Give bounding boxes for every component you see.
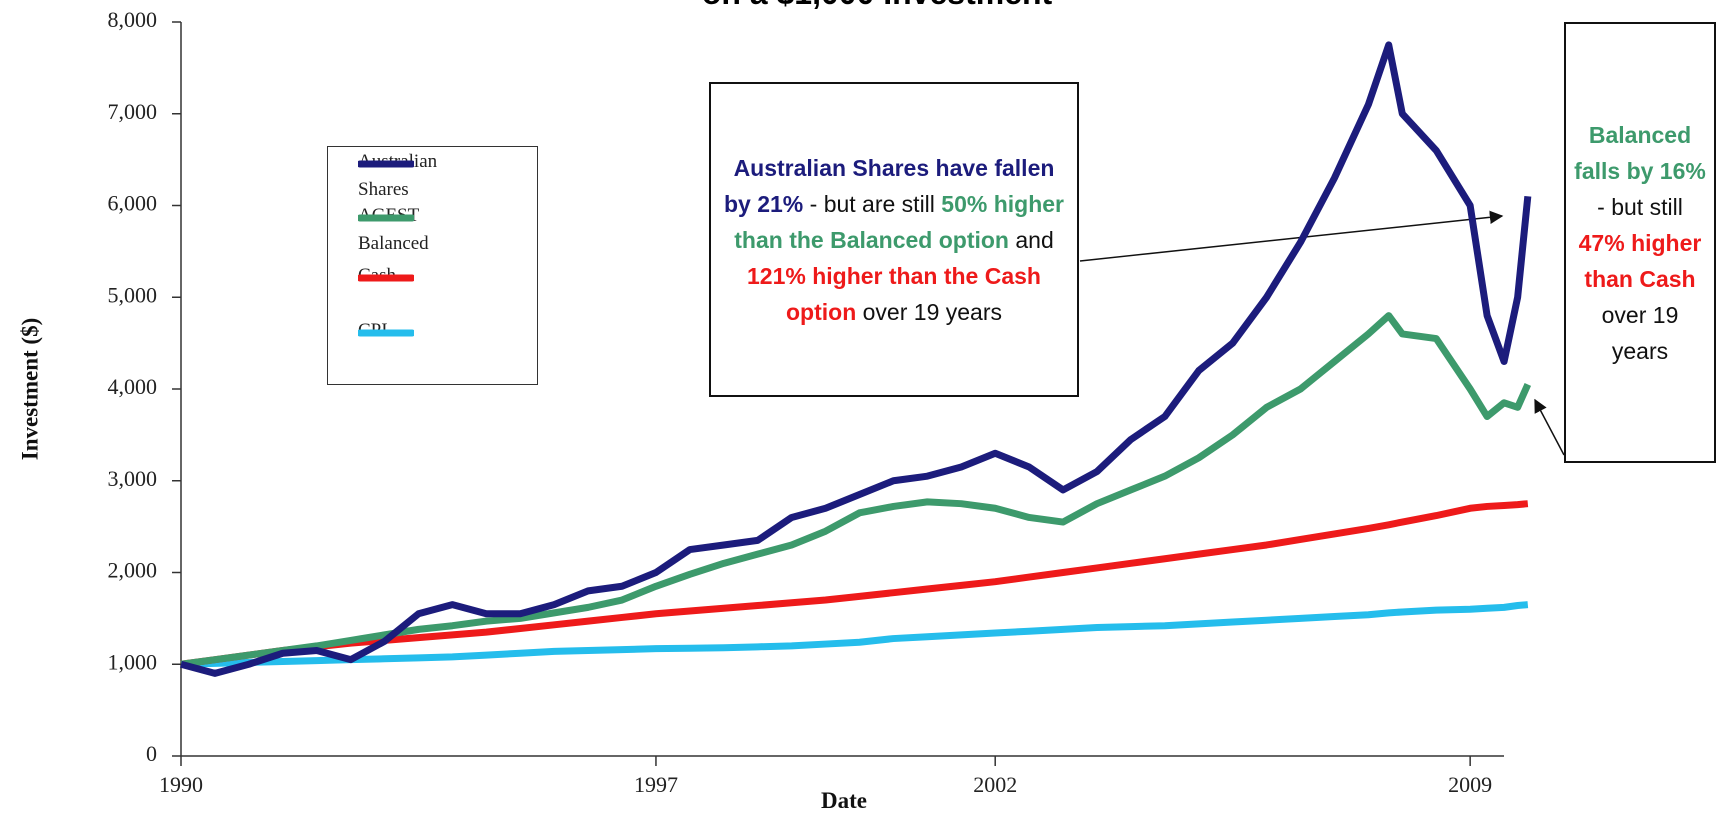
annotation-part: - but still — [1597, 193, 1683, 220]
annotation-part: Balanced falls by 16% — [1574, 121, 1706, 184]
y-tick-label: 0 — [146, 741, 157, 766]
series-line — [180, 500, 1529, 668]
annotation-part: over 19 years — [856, 298, 1002, 325]
y-tick-label: 6,000 — [108, 191, 158, 216]
x-tick-label: 2002 — [973, 772, 1017, 797]
y-tick-label: 7,000 — [108, 99, 158, 124]
y-tick-label: 1,000 — [108, 649, 158, 674]
annotation-part: and — [1008, 226, 1054, 253]
annotation-box: Balanced falls by 16% - but still 47% hi… — [1564, 22, 1716, 463]
series-line — [180, 601, 1529, 668]
x-axis-title: Date — [821, 788, 867, 813]
y-tick-label: 3,000 — [108, 466, 158, 491]
legend-swatch — [358, 274, 414, 282]
annotation-text: Australian Shares have fallen by 21% - b… — [717, 150, 1071, 330]
legend-item: AGEST Balanced — [358, 205, 528, 258]
legend-swatch — [358, 214, 414, 222]
y-axis-title: Investment ($) — [17, 318, 42, 460]
legend-swatch — [358, 160, 414, 168]
annotation-box: Australian Shares have fallen by 21% - b… — [709, 82, 1079, 397]
x-tick-label: 1997 — [634, 772, 678, 797]
legend-item: CPI — [358, 320, 528, 345]
y-tick-label: 4,000 — [108, 374, 158, 399]
chart-title: on a $1,000 Investment — [702, 0, 1053, 11]
annotation-part: over 19 years — [1601, 301, 1679, 364]
y-tick-label: 2,000 — [108, 558, 158, 583]
annotation-part: 50% higher than the Balanced option — [734, 190, 1065, 253]
annotation-part: 121% higher than the Cash option — [747, 262, 1041, 325]
annotation-part: 47% higher than Cash — [1578, 229, 1702, 292]
annotation-part: - but are still — [803, 190, 942, 217]
series-line — [180, 312, 1532, 668]
y-tick-label: 5,000 — [108, 282, 158, 307]
annotation-text: Balanced falls by 16% - but still 47% hi… — [1572, 117, 1708, 369]
x-tick-label: 1990 — [159, 772, 203, 797]
arrow — [1079, 210, 1504, 262]
series-line — [180, 41, 1532, 677]
x-tick-label: 2009 — [1448, 772, 1492, 797]
annotation-part: Australian Shares have fallen by 21% — [723, 154, 1055, 217]
arrow — [1534, 398, 1565, 456]
legend-swatch — [358, 329, 414, 337]
legend-item: Australian Shares — [358, 151, 528, 204]
legend: Australian SharesAGEST Balanced Cash CPI — [327, 146, 538, 385]
legend-item: Cash — [358, 265, 528, 290]
y-tick-label: 8,000 — [108, 7, 158, 32]
